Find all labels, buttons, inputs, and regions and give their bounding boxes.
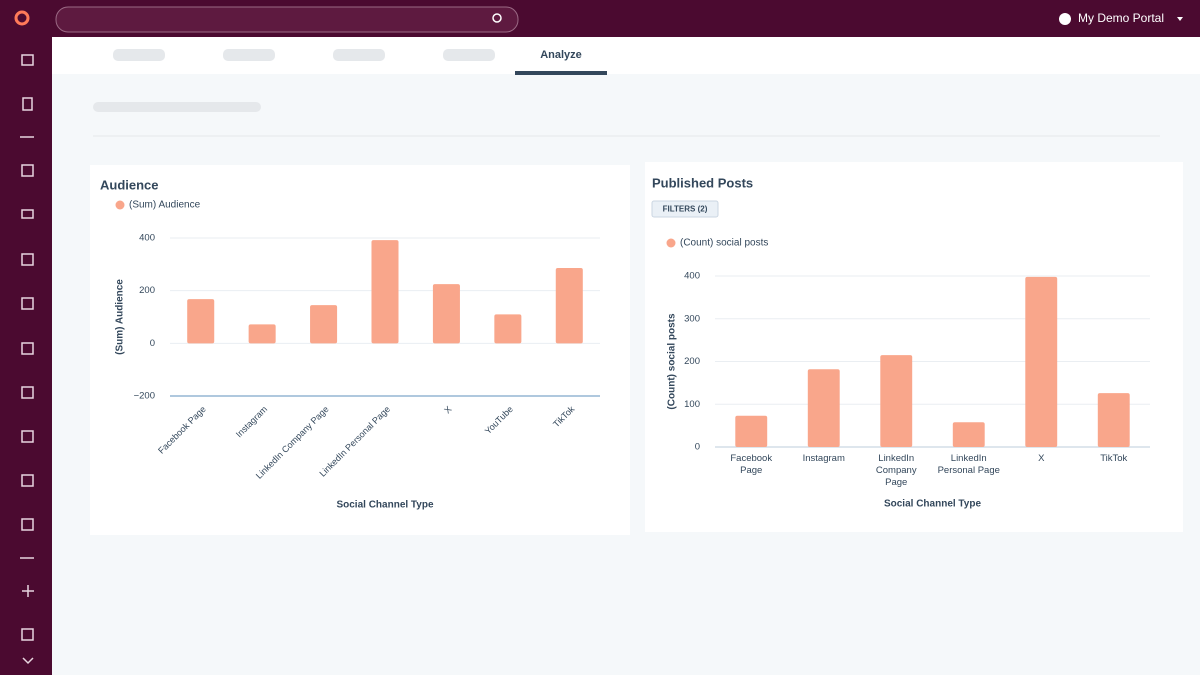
chart-card bbox=[90, 165, 630, 535]
filter-badge-label: FILTERS (2) bbox=[663, 205, 708, 214]
portal-caret[interactable] bbox=[1177, 17, 1183, 21]
chart-title: Audience bbox=[100, 177, 159, 192]
tab-underline bbox=[515, 71, 607, 75]
bar bbox=[1025, 276, 1058, 447]
bar bbox=[555, 268, 583, 344]
legend-label: (Count) social posts bbox=[680, 238, 768, 249]
nav-icon[interactable] bbox=[21, 54, 34, 66]
y-tick-label: 200 bbox=[684, 356, 700, 367]
bar bbox=[880, 355, 913, 447]
tab-placeholder[interactable] bbox=[333, 49, 385, 61]
x-tick-label: LinkedIn Company Page bbox=[875, 453, 917, 488]
legend-marker bbox=[666, 238, 676, 248]
title-placeholder bbox=[93, 102, 261, 112]
sidebar bbox=[0, 0, 52, 675]
nav-icon[interactable] bbox=[21, 253, 34, 266]
legend-label: (Sum) Audience bbox=[129, 200, 201, 211]
nav-icon[interactable] bbox=[21, 386, 34, 399]
tab-placeholder[interactable] bbox=[443, 49, 495, 61]
y-tick-label: 400 bbox=[139, 233, 155, 244]
nav-icon[interactable] bbox=[21, 518, 34, 531]
nav-icon[interactable] bbox=[21, 430, 34, 443]
nav-icon[interactable] bbox=[21, 209, 34, 219]
x-tick-label: X bbox=[1038, 453, 1045, 464]
bar bbox=[371, 240, 399, 344]
y-tick-label: 100 bbox=[684, 399, 700, 410]
tab-active[interactable]: Analyze bbox=[540, 49, 582, 61]
tab-placeholder[interactable] bbox=[113, 49, 165, 61]
bar bbox=[310, 305, 338, 344]
tab-placeholder[interactable] bbox=[223, 49, 275, 61]
x-tick-label-box: TikTok bbox=[1100, 453, 1128, 464]
nav-icon[interactable] bbox=[21, 342, 34, 355]
y-tick-label: 300 bbox=[684, 313, 700, 324]
search-icon[interactable] bbox=[492, 13, 502, 23]
nav-icon[interactable] bbox=[21, 297, 34, 310]
x-tick-label: LinkedIn Personal Page bbox=[937, 453, 1000, 476]
y-tick-label: 0 bbox=[150, 338, 155, 349]
bar bbox=[735, 415, 768, 447]
nav-icon[interactable] bbox=[22, 97, 33, 111]
sidebar-icons bbox=[20, 54, 34, 665]
bar bbox=[807, 369, 840, 447]
x-tick-label-box: LinkedIn Company Page bbox=[875, 453, 917, 488]
bar bbox=[187, 299, 215, 344]
y-tick-label: −200 bbox=[134, 391, 155, 402]
y-tick-label: 0 bbox=[695, 442, 700, 453]
x-tick-label-box: X bbox=[1038, 453, 1045, 464]
nav-icon[interactable] bbox=[21, 164, 34, 177]
x-tick-label-box: Instagram bbox=[802, 453, 845, 464]
x-axis-title: Social Channel Type bbox=[884, 499, 981, 510]
x-tick-label: TikTok bbox=[1100, 453, 1128, 464]
x-tick-label: X bbox=[442, 404, 453, 415]
y-tick-label: 400 bbox=[684, 271, 700, 282]
search-box[interactable] bbox=[55, 6, 519, 33]
bar bbox=[248, 324, 276, 344]
collapse-icon[interactable] bbox=[22, 657, 34, 665]
portal-icon[interactable] bbox=[1059, 13, 1071, 25]
bar bbox=[432, 284, 460, 344]
logo[interactable] bbox=[14, 10, 30, 26]
bar bbox=[952, 422, 985, 447]
chart-title: Published Posts bbox=[652, 175, 753, 190]
nav-icon[interactable] bbox=[22, 585, 34, 597]
y-axis-title: (Count) social posts bbox=[667, 313, 678, 410]
y-tick-label: 200 bbox=[139, 285, 155, 296]
legend-marker bbox=[115, 200, 125, 210]
filter-badge[interactable] bbox=[651, 200, 719, 218]
x-tick-label: Facebook Page bbox=[730, 453, 773, 476]
x-axis-title: Social Channel Type bbox=[336, 500, 433, 511]
bar bbox=[1097, 393, 1130, 447]
y-axis-title: (Sum) Audience bbox=[115, 279, 126, 355]
portal-name[interactable]: My Demo Portal bbox=[1078, 11, 1164, 25]
nav-icon[interactable] bbox=[21, 628, 34, 641]
x-tick-label: Instagram bbox=[802, 453, 845, 464]
chart-card bbox=[645, 162, 1183, 532]
nav-icon[interactable] bbox=[21, 474, 34, 487]
x-tick-label-box: LinkedIn Personal Page bbox=[937, 453, 1000, 476]
bar bbox=[494, 314, 522, 344]
x-tick-label-box: Facebook Page bbox=[730, 453, 773, 476]
